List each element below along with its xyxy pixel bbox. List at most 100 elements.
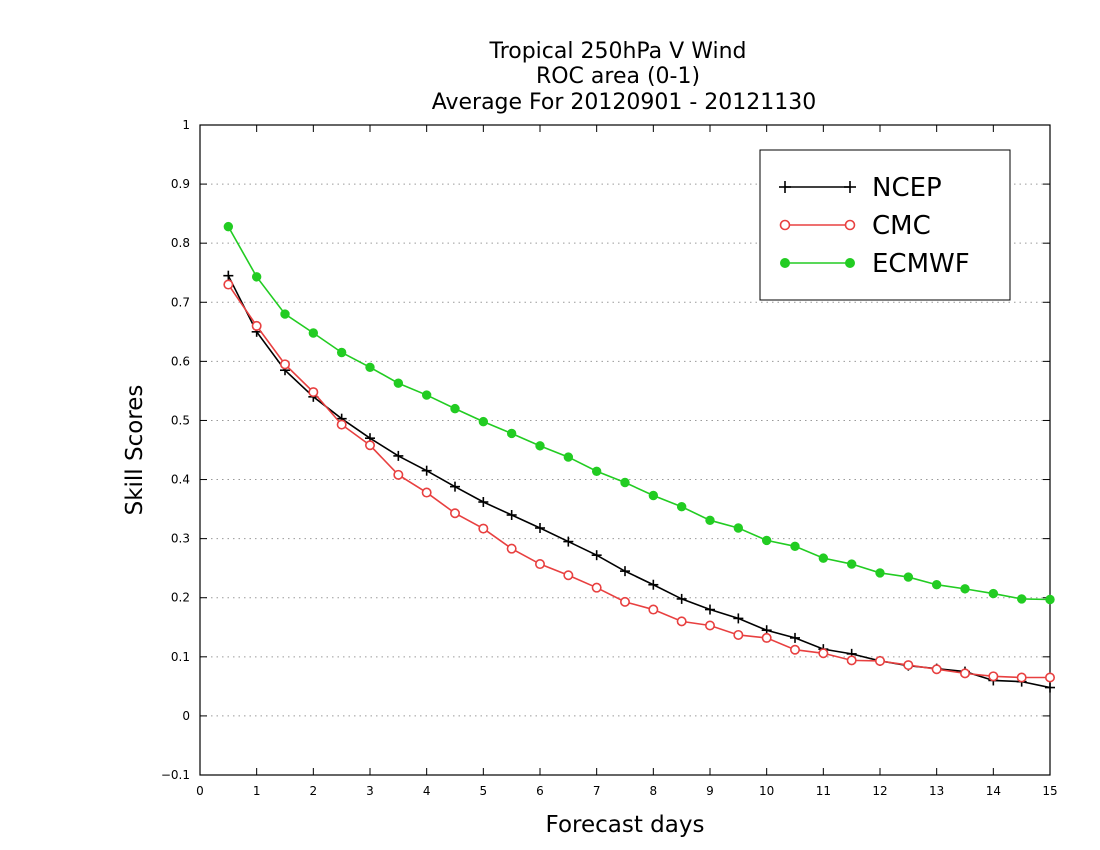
x-tick-label: 3: [366, 784, 374, 798]
data-point-ecmwf: [648, 490, 659, 501]
data-point-ecmwf: [280, 309, 290, 319]
data-point-cmc: [223, 279, 234, 290]
data-point-ncep: [535, 523, 545, 533]
data-point-cmc: [364, 440, 375, 451]
y-tick-label: 0.5: [171, 413, 190, 427]
title-line-3: Average For 20120901 - 20121130: [432, 90, 817, 115]
data-point-ncep: [620, 566, 630, 577]
legend-label-ncep: NCEP: [872, 173, 942, 203]
data-point-ecmwf: [506, 428, 517, 439]
data-point-ncep: [790, 632, 800, 643]
data-point-ecmwf: [818, 553, 829, 563]
data-point-ncep: [223, 270, 234, 281]
series-group: [223, 221, 1056, 693]
y-tick-label: 0.6: [171, 354, 190, 368]
data-point-ecmwf: [846, 559, 857, 569]
data-point-ecmwf: [931, 580, 942, 590]
x-tick-label: 7: [593, 784, 601, 798]
data-point-cmc: [648, 604, 659, 615]
data-point-cmc: [336, 419, 347, 430]
series-ecmwf: [223, 221, 1055, 605]
data-point-ecmwf: [705, 515, 715, 526]
data-point-ecmwf: [308, 328, 319, 338]
data-point-ncep: [676, 593, 687, 604]
series-ncep: [223, 270, 1055, 693]
x-tick-label: 5: [480, 784, 488, 798]
data-point-ecmwf: [421, 390, 432, 400]
data-point-ecmwf: [1016, 594, 1027, 604]
y-tick-label: −0.1: [161, 768, 190, 782]
data-point-ecmwf: [620, 477, 630, 488]
x-tick-label: 1: [253, 784, 261, 798]
series-cmc: [223, 279, 1056, 683]
data-point-cmc: [704, 620, 715, 631]
data-point-cmc: [1016, 672, 1027, 683]
x-tick-label: 15: [1042, 784, 1057, 798]
x-tick-label: 13: [929, 784, 944, 798]
data-point-ecmwf: [591, 466, 602, 476]
x-tick-label: 14: [986, 784, 1001, 798]
y-axis-ticks: −0.1 0 0.1 0.2 0.3 0.4 0.5 0.6 0.7 0.8 0.9 1: [161, 118, 1050, 782]
data-point-cmc: [591, 582, 602, 593]
legend-marker-right-cmc: [844, 219, 856, 231]
data-point-cmc: [874, 655, 885, 666]
data-point-cmc: [308, 387, 319, 398]
data-point-ecmwf: [478, 416, 489, 427]
title-line-2: ROC area (0-1): [536, 64, 700, 89]
series-line-cmc: [227, 284, 1050, 679]
x-tick-label: 10: [759, 784, 774, 798]
data-point-cmc: [279, 359, 290, 370]
data-point-ecmwf: [223, 221, 234, 232]
data-point-ecmwf: [563, 452, 574, 462]
data-point-ecmwf: [365, 362, 375, 372]
data-point-ecmwf: [960, 584, 970, 594]
data-point-ecmwf: [336, 347, 347, 358]
x-axis-label: Forecast days: [546, 812, 705, 838]
data-point-ecmwf: [535, 441, 545, 451]
data-point-cmc: [931, 664, 942, 675]
y-tick-label: 0.9: [171, 177, 190, 191]
legend-item-ncep: NCEP: [779, 173, 942, 203]
y-tick-label: 0.3: [171, 532, 190, 546]
legend-label-cmc: CMC: [872, 211, 931, 241]
y-tick-label: 0.1: [171, 650, 190, 664]
data-point-ecmwf: [761, 535, 772, 546]
legend-marker-left-ncep: [779, 181, 791, 193]
data-point-ncep: [591, 550, 602, 561]
data-point-cmc: [818, 648, 829, 659]
legend-items: NCEP CMC ECMWF: [779, 173, 970, 279]
data-point-cmc: [789, 644, 800, 655]
data-point-cmc: [761, 632, 772, 643]
x-tick-label: 11: [816, 784, 831, 798]
data-point-cmc: [251, 320, 262, 331]
legend-item-ecmwf: ECMWF: [780, 249, 970, 279]
data-point-cmc: [988, 671, 999, 682]
data-point-ecmwf: [450, 403, 460, 414]
data-point-cmc: [534, 559, 545, 570]
legend-box: [759, 149, 1011, 301]
data-point-ncep: [393, 450, 404, 461]
data-point-cmc: [393, 469, 404, 480]
x-axis-ticks: 0 1 2 3 4 5 6 7 8 9 10 11 12 13 14 15: [196, 125, 1058, 798]
y-tick-label: 0.7: [171, 295, 190, 309]
data-point-ecmwf: [903, 572, 914, 582]
data-point-cmc: [449, 508, 460, 519]
data-point-ncep: [450, 481, 460, 492]
y-axis-label: Skill Scores: [122, 385, 148, 516]
data-point-cmc: [506, 543, 517, 554]
title-line-1: Tropical 250hPa V Wind: [488, 39, 746, 64]
data-point-ncep: [1045, 682, 1055, 693]
y-tick-label: 0: [182, 709, 190, 723]
x-tick-label: 4: [423, 784, 431, 798]
legend-marker-left-cmc: [779, 219, 791, 231]
data-point-cmc: [959, 668, 970, 679]
data-point-ecmwf: [988, 588, 999, 599]
data-point-ecmwf: [676, 502, 687, 512]
x-tick-label: 6: [536, 784, 544, 798]
data-point-cmc: [903, 660, 914, 671]
x-tick-label: 12: [872, 784, 887, 798]
y-tick-label: 0.8: [171, 236, 190, 250]
plot-frame: [199, 124, 1051, 776]
data-point-ecmwf: [1045, 594, 1055, 605]
